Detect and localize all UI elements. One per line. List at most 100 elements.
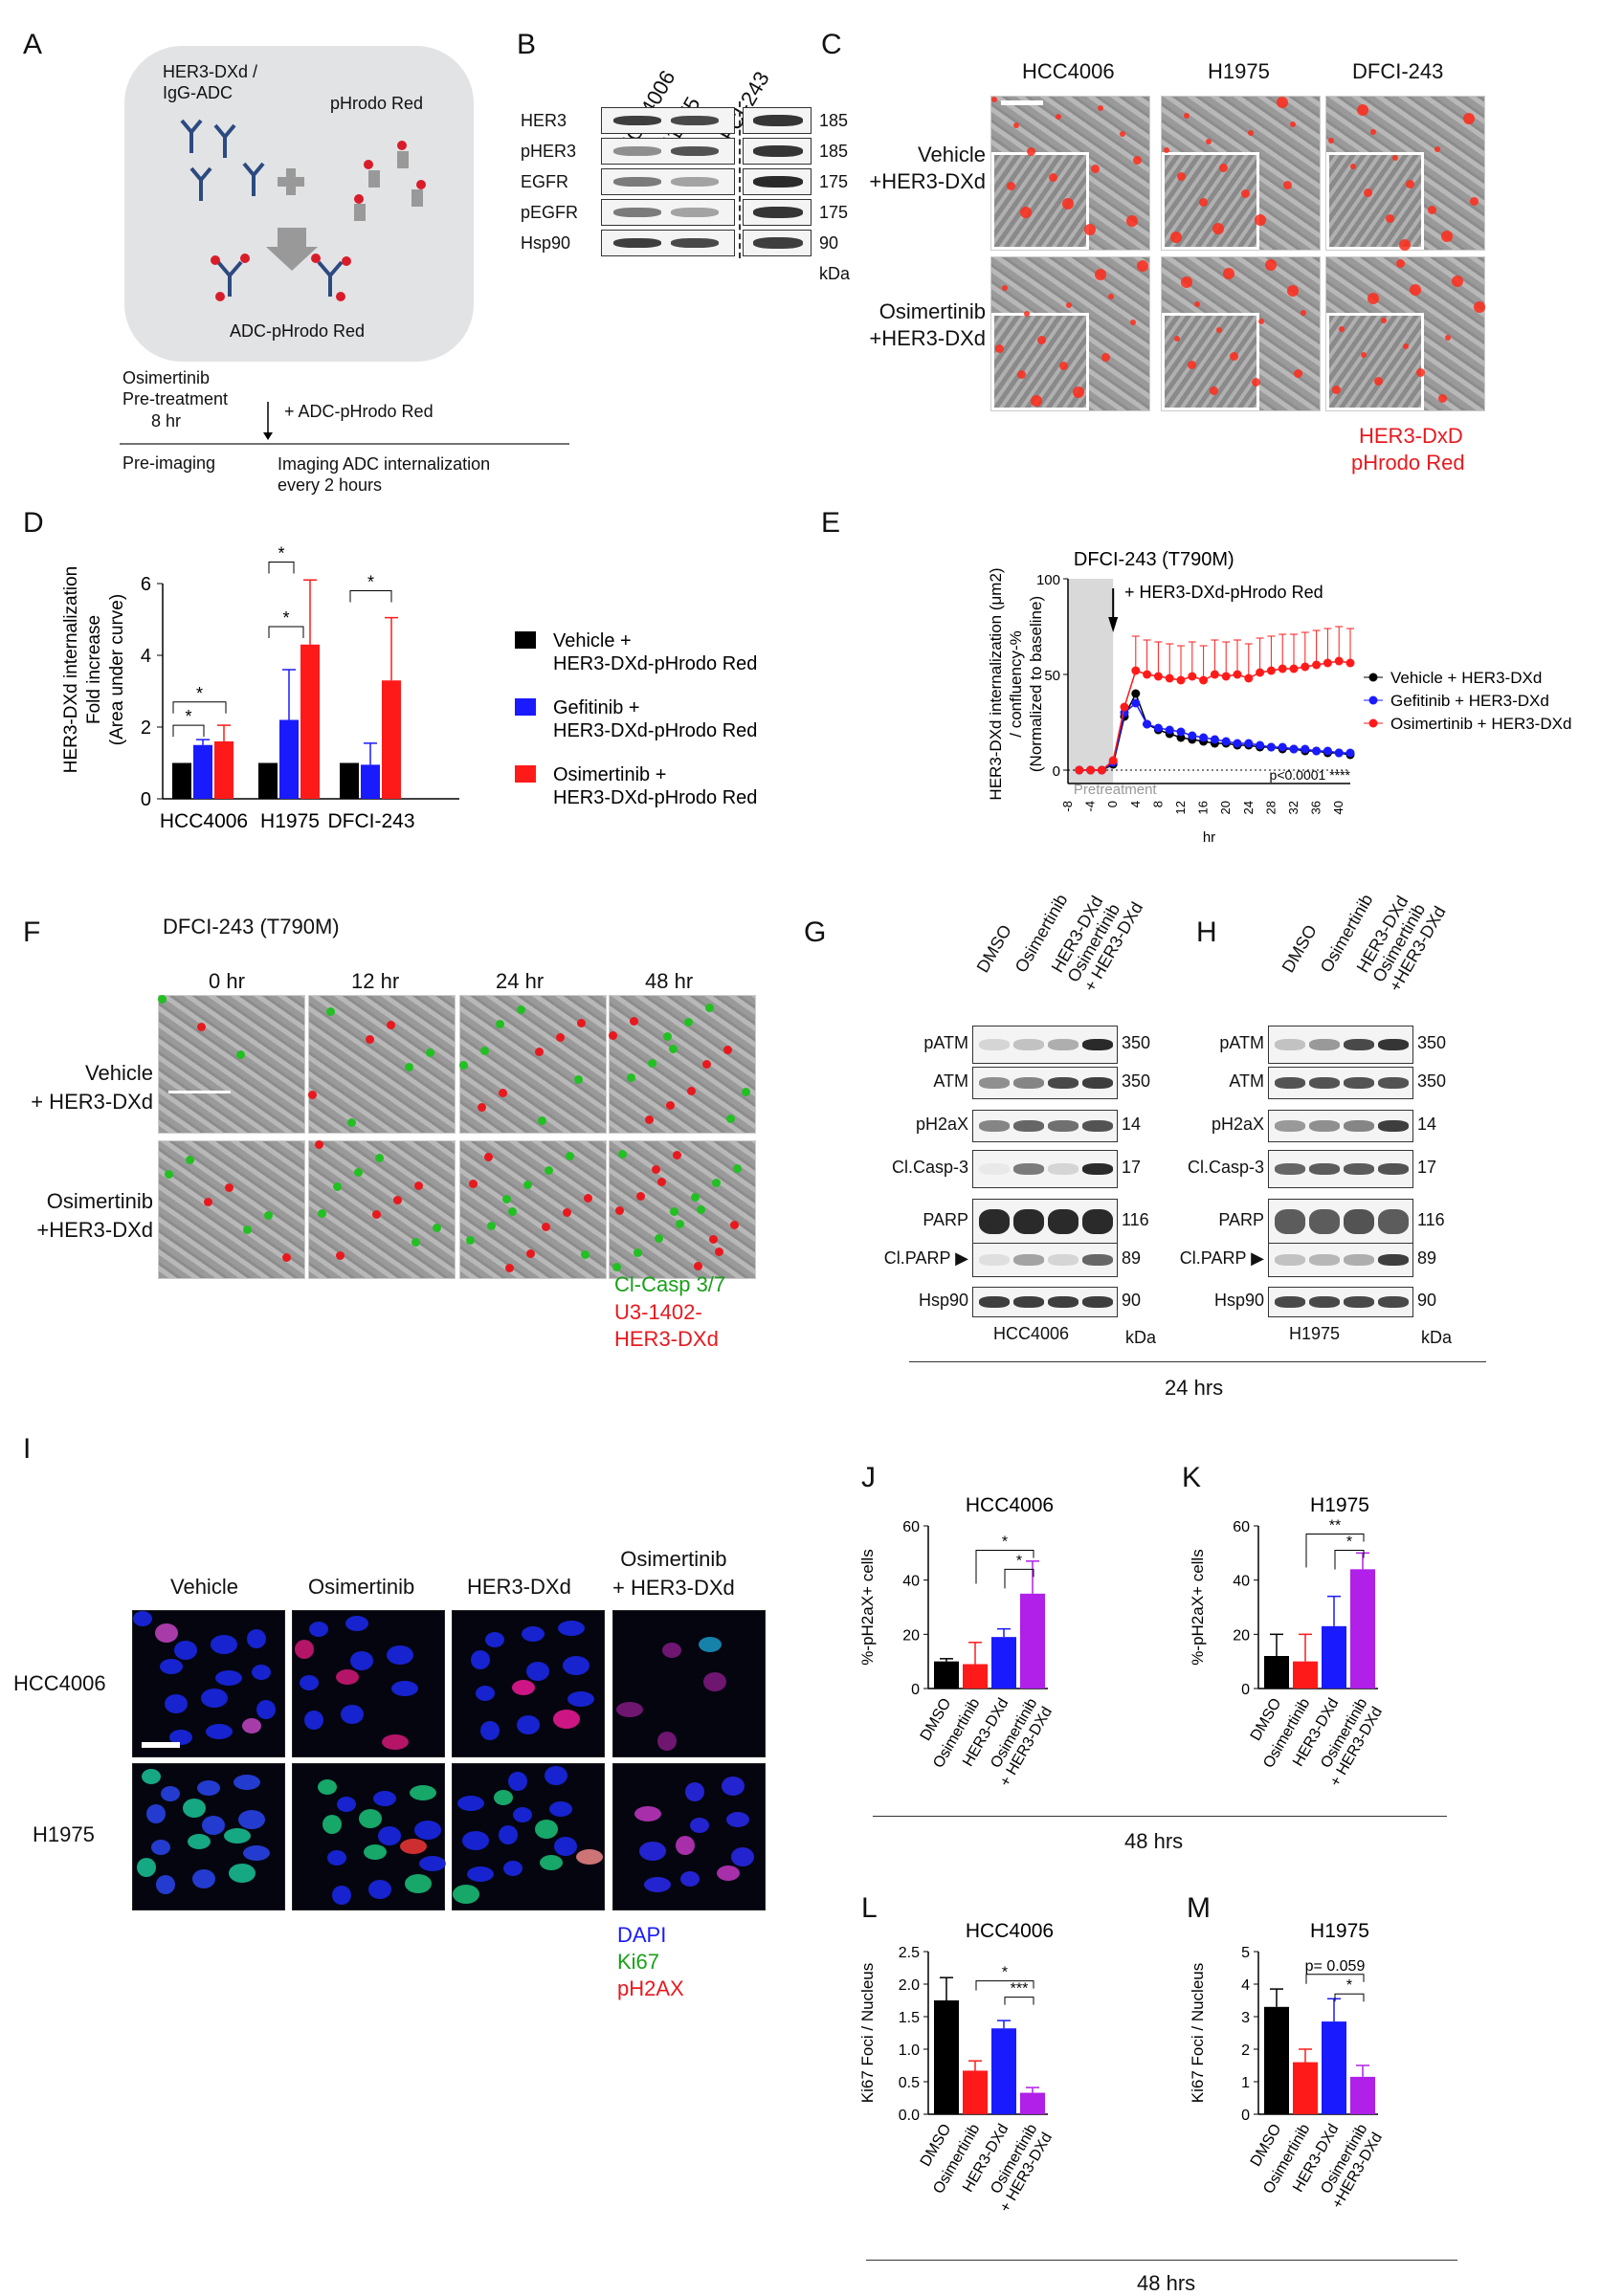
blot-strip (972, 1067, 1118, 1099)
nucleus (558, 1621, 585, 1636)
y-tick-label: 60 (1233, 1519, 1250, 1535)
pHrodo-signal (1062, 198, 1074, 210)
data-point (1153, 723, 1163, 733)
b-protein-label: Hsp90 (521, 233, 571, 253)
pHrodo-signal (1194, 301, 1200, 307)
y-tick-label: 2.5 (899, 1945, 920, 1961)
nucleus (467, 1866, 494, 1882)
apoptosis-signal (577, 1019, 586, 1027)
apoptosis-signal (733, 1164, 742, 1173)
nucleus (174, 1641, 197, 1660)
pHrodo-signal (1037, 336, 1046, 344)
f-time-2: 24 hr (496, 969, 545, 993)
pHrodo-signal (1283, 181, 1292, 189)
nucleus (554, 1837, 577, 1856)
blot-band (1344, 1039, 1374, 1050)
x-tick-label: 16 (1196, 801, 1211, 814)
significance-label: * (1346, 1977, 1352, 1994)
nucleus (295, 1640, 314, 1659)
nucleus (368, 1880, 391, 1899)
blot-band (1309, 1039, 1340, 1050)
nucleus (309, 1622, 328, 1637)
nucleus (229, 1864, 256, 1883)
nucleus (165, 1694, 188, 1713)
nucleus (400, 1839, 427, 1854)
antibody-icon (180, 119, 265, 201)
significance-label: * (1016, 1553, 1022, 1569)
nucleus (382, 1734, 409, 1750)
x-tick-label: 20 (1218, 801, 1233, 814)
size-label: 17 (1122, 1158, 1142, 1177)
blot-band (613, 116, 661, 125)
pHrodo-signal (1332, 386, 1341, 394)
blot-band (1378, 1077, 1409, 1089)
legend-swatch (515, 765, 536, 783)
apoptosis-signal (652, 1165, 660, 1174)
pHrodo-signal (1091, 165, 1100, 173)
nucleus (345, 1616, 368, 1631)
nucleus (513, 1807, 532, 1822)
f-row-1: Osimertinib +HER3-DXd (36, 1189, 153, 1242)
bar (340, 762, 359, 799)
chart-title: H1975 (1310, 1494, 1369, 1516)
apoptosis-signal (702, 1060, 711, 1069)
nucleus (156, 1875, 175, 1894)
apoptosis-signal (243, 1225, 252, 1234)
size-label: 90 (1417, 1291, 1437, 1310)
blot-band (1275, 1209, 1305, 1234)
bar (1264, 2006, 1289, 2114)
apoptosis-signal (411, 1238, 420, 1247)
apoptosis-signal (687, 1087, 696, 1095)
microscopy-image (990, 256, 1150, 411)
bar (1322, 1625, 1346, 1689)
nucleus (133, 1611, 152, 1626)
apoptosis-signal (526, 1249, 535, 1258)
nucleus (336, 1669, 359, 1685)
blot-band (979, 1254, 1010, 1266)
apoptosis-signal (657, 1178, 666, 1186)
if-image (132, 1763, 285, 1910)
data-point (1233, 739, 1242, 748)
blot-band (1275, 1120, 1305, 1132)
nucleus (549, 1801, 572, 1817)
b-size-label: 175 (819, 203, 849, 222)
data-point (1221, 737, 1231, 746)
blot-band (753, 145, 803, 157)
pHrodo-signal (1133, 156, 1142, 165)
apoptosis-signal (684, 1018, 693, 1027)
adc-schematic-drawing (180, 119, 426, 301)
pHrodo-signal (1184, 113, 1190, 119)
blot-band (1309, 1254, 1340, 1266)
bar (279, 719, 299, 799)
blot-strip (1268, 1067, 1413, 1099)
nucleus (680, 1871, 700, 1887)
protein-label: Cl.Casp-3 (891, 1158, 968, 1177)
blot-band (671, 208, 719, 217)
pHrodo-signal (1164, 147, 1169, 153)
apoptosis-signal (508, 1207, 517, 1216)
blot-band (979, 1163, 1010, 1175)
live-cell-image (609, 1140, 756, 1279)
pHrodo-signal (1084, 224, 1096, 235)
b-size-label: 90 (819, 233, 839, 253)
pHrodo-signal (1059, 362, 1068, 370)
pHrodo-signal (1130, 320, 1136, 325)
pHrodo-signal (1108, 294, 1114, 299)
apoptosis-signal (542, 1223, 550, 1231)
y-tick-label: 40 (1233, 1574, 1250, 1590)
plus-icon (278, 168, 304, 195)
pHrodo-signal (1410, 284, 1421, 296)
nucleus (188, 1834, 211, 1849)
y-tick-label: 0 (1241, 1682, 1250, 1698)
blot-band (1344, 1120, 1374, 1132)
pre-imaging-label: Pre-imaging (122, 453, 216, 473)
pHrodo-signal (1049, 173, 1057, 182)
pHrodo-signal (1452, 276, 1463, 287)
protein-label: pH2aX (1211, 1115, 1264, 1134)
if-image (612, 1763, 766, 1910)
data-point (1153, 672, 1163, 681)
pHrodo-signal (1370, 129, 1376, 135)
significance-bracket (268, 562, 295, 574)
c-cell-1: H1975 (1208, 59, 1270, 83)
panel-label-c: C (821, 29, 842, 60)
